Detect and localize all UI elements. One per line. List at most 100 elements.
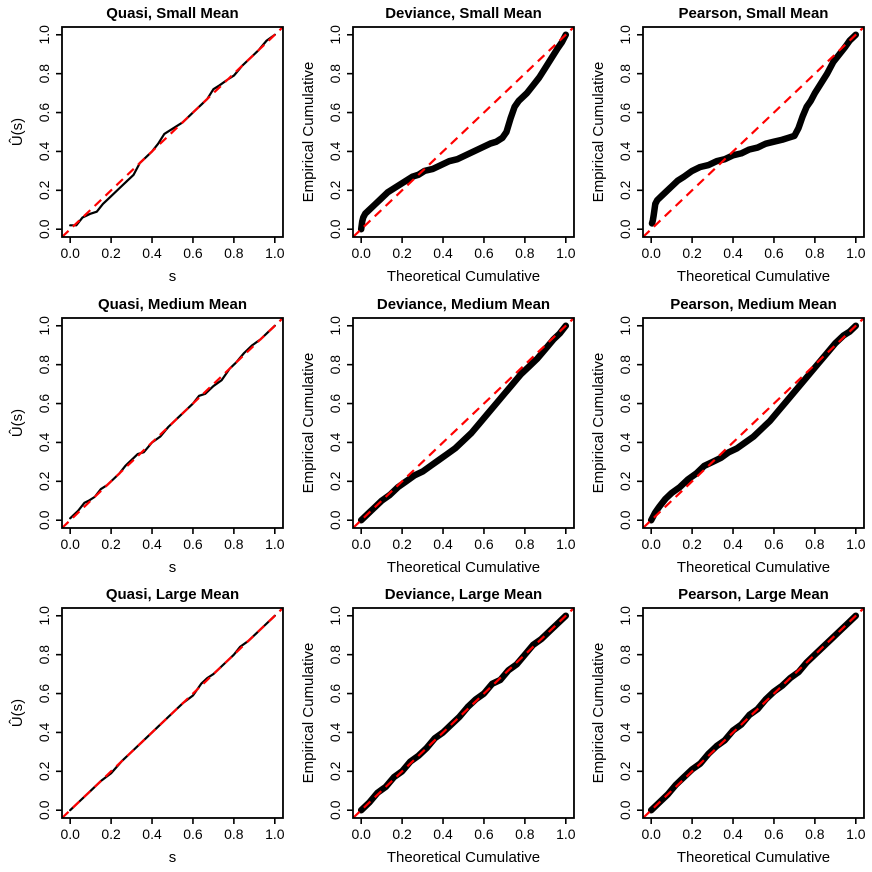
- x-tick-label: 1.0: [556, 245, 576, 261]
- plot-title: Quasi, Small Mean: [106, 5, 238, 22]
- x-tick-label: 0.0: [642, 826, 662, 842]
- y-tick-label: 0.2: [617, 471, 633, 491]
- quasi-large-mean-canvas: 0.0 0.0 0.2 0.2 0.4 0.4 0.6 0.6 0.8 0.8 1.0 1.0 Qua…: [9, 586, 285, 866]
- reference-diagonal-line: [61, 607, 284, 820]
- x-axis-label: s: [169, 559, 177, 576]
- empirical-curve: [69, 33, 276, 227]
- x-tick-label: 0.2: [683, 245, 703, 261]
- y-tick-label: 0.8: [36, 64, 52, 84]
- plot-box: [61, 607, 284, 820]
- x-tick-label: 0.4: [142, 245, 162, 261]
- x-tick-label: 0.8: [805, 245, 825, 261]
- x-tick-label: 0.8: [224, 826, 244, 842]
- x-tick-label: 0.8: [224, 245, 244, 261]
- panel-quasi-small-mean: 0.0 0.0 0.2 0.2 0.4 0.4 0.6 0.6 0.8 0.8 1.0 1.0 Qua…: [0, 0, 291, 291]
- x-tick-label: 0.4: [142, 536, 162, 552]
- y-tick-label: 0.4: [617, 142, 633, 162]
- x-tick-label: 0.4: [142, 826, 162, 842]
- plot-box: [61, 316, 284, 529]
- y-tick-label: 0.4: [617, 723, 633, 743]
- x-tick-label: 1.0: [556, 536, 576, 552]
- y-tick-label: 0.4: [36, 432, 52, 452]
- y-tick-label: 0.6: [36, 103, 52, 123]
- x-tick-label: 0.4: [433, 826, 453, 842]
- y-tick-label: 0.8: [617, 354, 633, 374]
- panel-deviance-large-mean: 0.0 0.0 0.2 0.2 0.4 0.4 0.6 0.6 0.8 0.8 1.0 1.0 Dev…: [291, 581, 582, 872]
- deviance-large-mean-canvas: 0.0 0.0 0.2 0.2 0.4 0.4 0.6 0.6 0.8 0.8 1.0 1.0 Dev…: [300, 586, 576, 866]
- y-tick-label: 0.4: [327, 723, 343, 743]
- y-tick-label: 1.0: [617, 25, 633, 45]
- empirical-curve: [357, 31, 569, 233]
- y-tick-label: 0.4: [617, 432, 633, 452]
- y-tick-label: 0.0: [617, 510, 633, 530]
- y-tick-label: 1.0: [617, 315, 633, 335]
- panel-quasi-large-mean: 0.0 0.0 0.2 0.2 0.4 0.4 0.6 0.6 0.8 0.8 1.0 1.0 Qua…: [0, 581, 291, 872]
- x-tick-label: 0.6: [474, 536, 494, 552]
- x-tick-label: 0.4: [724, 536, 744, 552]
- x-axis-label: s: [169, 849, 177, 866]
- plot-box: [351, 607, 575, 820]
- x-tick-label: 1.0: [265, 536, 285, 552]
- pearson-medium-mean-canvas: 0.0 0.0 0.2 0.2 0.4 0.4 0.6 0.6 0.8 0.8 1.0 1.0 Pea…: [590, 296, 866, 576]
- panel-pearson-small-mean: 0.0 0.0 0.2 0.2 0.4 0.4 0.6 0.6 0.8 0.8 1.0 1.0 Pea…: [581, 0, 872, 291]
- y-tick-label: 0.6: [327, 684, 343, 704]
- x-tick-label: 1.0: [556, 826, 576, 842]
- x-axis-label: Theoretical Cumulative: [677, 559, 830, 576]
- x-tick-label: 0.2: [392, 245, 412, 261]
- x-tick-label: 0.8: [515, 826, 535, 842]
- y-axis-label: Û(s): [9, 699, 26, 727]
- y-tick-label: 1.0: [327, 606, 343, 626]
- y-tick-label: 0.0: [327, 801, 343, 821]
- y-tick-label: 0.6: [36, 684, 52, 704]
- x-tick-label: 0.0: [351, 245, 371, 261]
- reference-diagonal-line: [351, 316, 575, 529]
- x-tick-label: 1.0: [265, 826, 285, 842]
- empirical-curve: [649, 31, 860, 227]
- y-axis-label: Empirical Cumulative: [300, 352, 317, 493]
- y-tick-label: 1.0: [36, 606, 52, 626]
- x-tick-label: 0.0: [60, 536, 80, 552]
- x-tick-label: 0.8: [805, 536, 825, 552]
- x-tick-label: 0.4: [433, 245, 453, 261]
- plot-title: Pearson, Medium Mean: [671, 296, 838, 313]
- x-tick-label: 0.6: [183, 245, 203, 261]
- x-tick-label: 0.6: [183, 826, 203, 842]
- y-tick-label: 0.6: [327, 103, 343, 123]
- x-axis-label: Theoretical Cumulative: [387, 268, 540, 285]
- x-tick-label: 0.6: [474, 826, 494, 842]
- x-tick-label: 0.6: [765, 536, 785, 552]
- x-axis-label: s: [169, 268, 177, 285]
- y-axis-label: Empirical Cumulative: [300, 62, 317, 203]
- x-tick-label: 0.4: [724, 826, 744, 842]
- plot-title: Pearson, Small Mean: [679, 5, 829, 22]
- y-tick-label: 1.0: [327, 315, 343, 335]
- reference-diagonal-line: [642, 316, 866, 529]
- x-tick-label: 0.6: [765, 245, 785, 261]
- x-axis-label: Theoretical Cumulative: [677, 849, 830, 866]
- reference-diagonal-line: [61, 26, 284, 238]
- x-tick-label: 0.6: [474, 245, 494, 261]
- y-tick-label: 0.8: [617, 64, 633, 84]
- x-tick-label: 0.8: [515, 245, 535, 261]
- y-tick-label: 0.4: [327, 432, 343, 452]
- plot-title: Deviance, Medium Mean: [377, 296, 550, 313]
- plot-box: [61, 26, 284, 238]
- y-tick-label: 0.8: [36, 354, 52, 374]
- x-axis-label: Theoretical Cumulative: [677, 268, 830, 285]
- panel-pearson-large-mean: 0.0 0.0 0.2 0.2 0.4 0.4 0.6 0.6 0.8 0.8 1.0 1.0 Pea…: [581, 581, 872, 872]
- plot-title: Deviance, Small Mean: [385, 5, 542, 22]
- y-tick-label: 0.2: [327, 762, 343, 782]
- x-tick-label: 0.4: [724, 245, 744, 261]
- x-tick-label: 0.2: [392, 826, 412, 842]
- x-tick-label: 0.2: [101, 826, 121, 842]
- y-tick-label: 0.2: [617, 180, 633, 200]
- y-tick-label: 0.6: [617, 103, 633, 123]
- deviance-small-mean-canvas: 0.0 0.0 0.2 0.2 0.4 0.4 0.6 0.6 0.8 0.8 1.0 1.0 Dev…: [300, 5, 576, 285]
- x-tick-label: 0.2: [101, 536, 121, 552]
- panel-pearson-medium-mean: 0.0 0.0 0.2 0.2 0.4 0.4 0.6 0.6 0.8 0.8 1.0 1.0 Pea…: [581, 291, 872, 582]
- x-tick-label: 0.0: [642, 245, 662, 261]
- x-tick-label: 0.2: [683, 826, 703, 842]
- x-tick-label: 0.0: [60, 245, 80, 261]
- y-tick-label: 0.2: [36, 180, 52, 200]
- reference-diagonal-line: [642, 607, 866, 820]
